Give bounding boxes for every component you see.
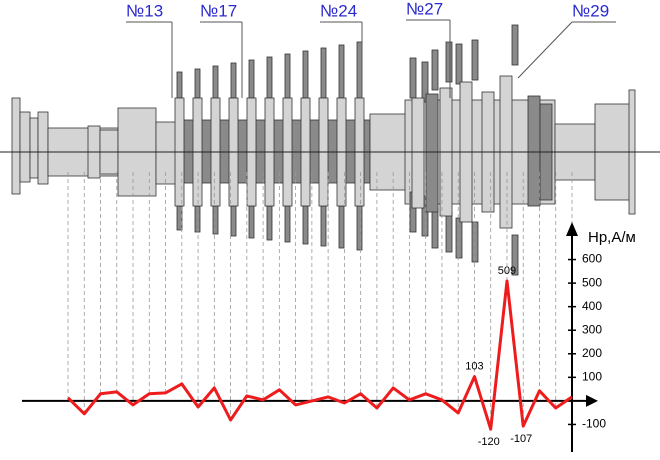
- blade: [338, 44, 345, 99]
- plot: -100 100 200 300 400 500 600 103 -120 509 -107: [22, 172, 606, 452]
- leader: [517, 21, 573, 79]
- blade: [471, 39, 479, 81]
- blade: [194, 205, 201, 233]
- blade: [248, 205, 255, 239]
- rotor-part: [37, 111, 49, 185]
- blade: [421, 195, 429, 237]
- blade: [230, 205, 237, 237]
- disk: [411, 97, 425, 209]
- blade: [302, 205, 309, 245]
- stage-label: №13: [126, 1, 163, 20]
- blade: [248, 59, 255, 99]
- blade: [338, 205, 345, 249]
- data-label: -120: [478, 436, 500, 448]
- blade: [421, 61, 429, 103]
- blade: [212, 65, 219, 99]
- blade: [445, 211, 453, 253]
- y-tick-label: 200: [582, 346, 602, 360]
- rotor-part: [19, 111, 31, 183]
- y-tick-label: 400: [582, 299, 602, 313]
- data-label: -107: [510, 433, 532, 445]
- y-tick-label: 500: [582, 275, 602, 289]
- blade: [284, 205, 291, 243]
- blade: [176, 71, 183, 99]
- stage-label: №17: [200, 1, 237, 20]
- y-axis-label: Нр,А/м: [588, 229, 636, 246]
- y-axis-arrow: [566, 222, 578, 236]
- blade: [455, 43, 463, 85]
- blade: [511, 234, 519, 276]
- stage-label: №24: [320, 1, 357, 20]
- blade: [511, 24, 519, 66]
- data-line: [66, 279, 573, 431]
- blade: [212, 205, 219, 235]
- blade: [356, 41, 363, 99]
- blade: [409, 57, 417, 99]
- blade: [176, 205, 183, 231]
- stage-label: №27: [406, 0, 443, 18]
- blade: [356, 205, 363, 251]
- blade: [230, 62, 237, 99]
- blade: [471, 221, 479, 263]
- blade: [445, 41, 453, 83]
- data-label: 103: [465, 361, 483, 373]
- data-label: 509: [498, 265, 516, 277]
- rotor-part: [11, 97, 21, 195]
- blade: [455, 217, 463, 259]
- rotor: №13 №17 №24 №27 №29: [0, 0, 660, 276]
- blade: [320, 47, 327, 99]
- blade: [266, 56, 273, 99]
- y-tick-label: 100: [582, 370, 602, 384]
- disk: [425, 93, 439, 213]
- y-tick-label: 600: [582, 252, 602, 266]
- blade: [431, 207, 439, 249]
- y-tick-label: 300: [582, 322, 602, 336]
- rotor-part: [29, 117, 39, 179]
- blade: [266, 205, 273, 241]
- stage-label: №29: [572, 1, 609, 20]
- y-tick-label: -100: [582, 417, 606, 431]
- blade: [431, 49, 439, 91]
- blade: [194, 68, 201, 99]
- blade: [320, 205, 327, 247]
- blade: [302, 50, 309, 99]
- disk: [527, 95, 541, 207]
- rotor-part: [155, 121, 177, 185]
- x-axis-arrow: [586, 394, 598, 407]
- blade: [284, 53, 291, 99]
